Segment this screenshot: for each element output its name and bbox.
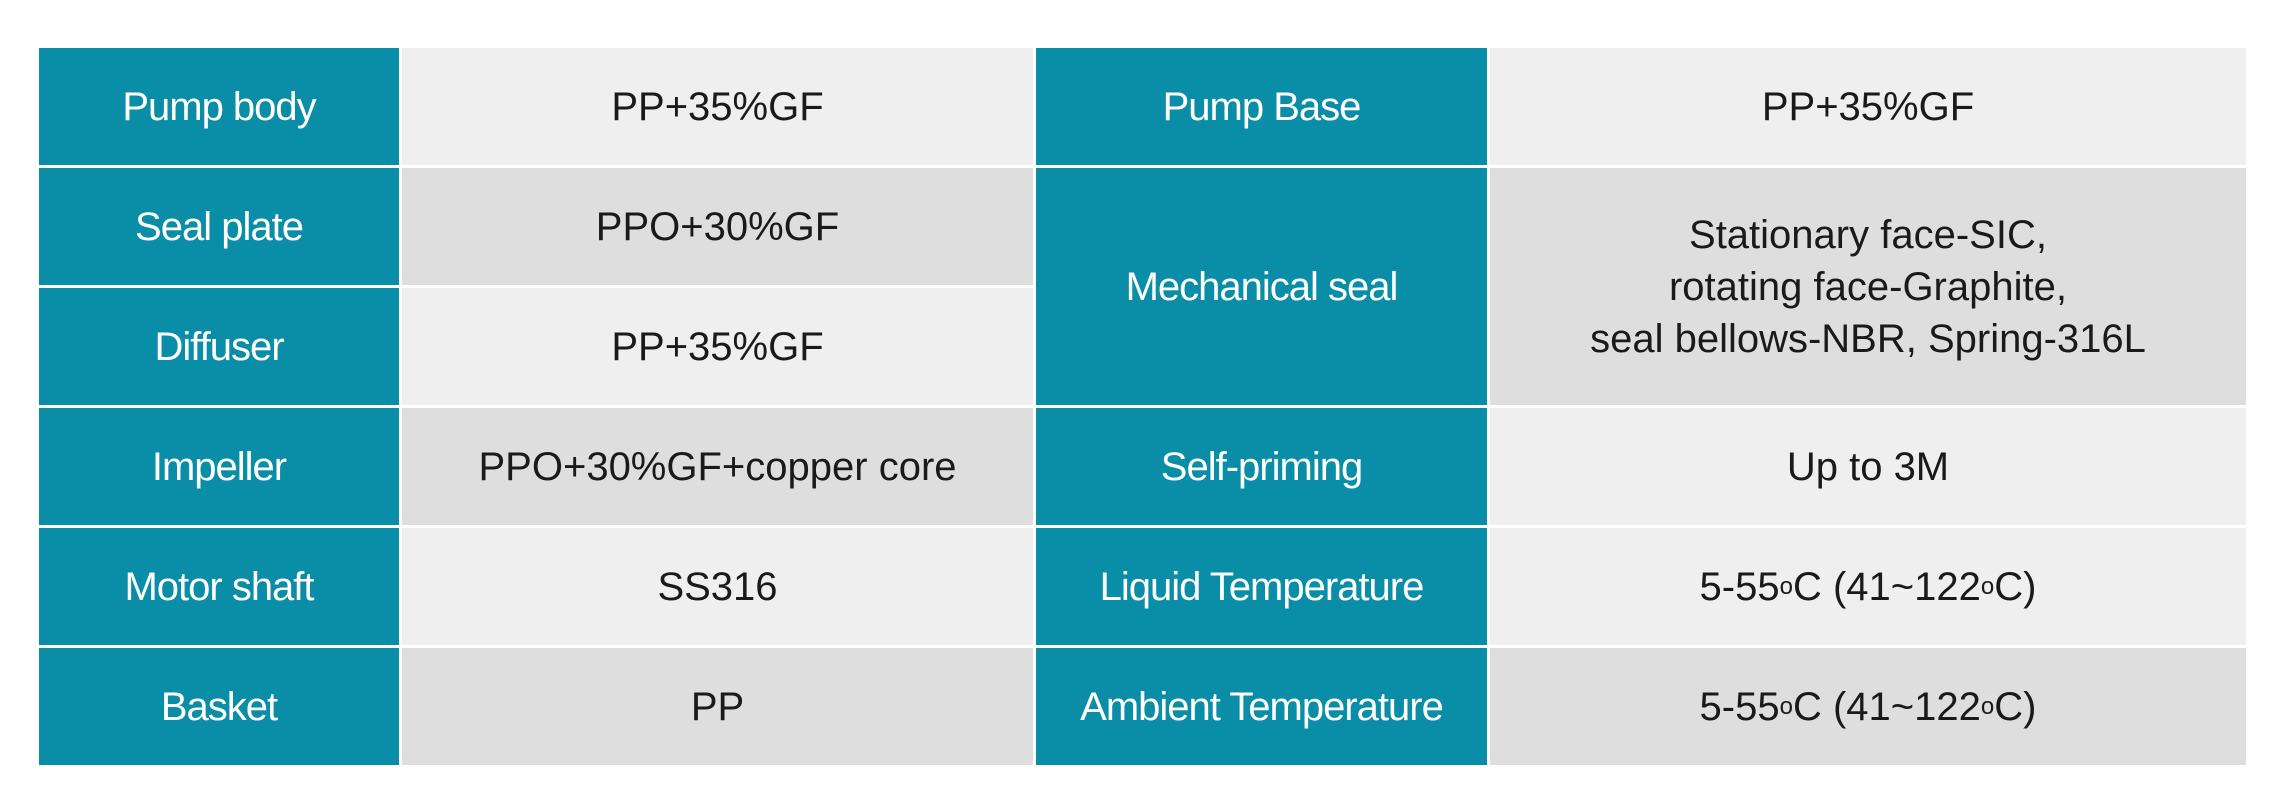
row-value: PPO+30%GF [402,168,1033,285]
row-label: Self-priming [1036,408,1487,525]
row-label: Ambient Temperature [1036,648,1487,765]
row-label: Basket [39,648,399,765]
value-lines: Stationary face-SIC, rotating face-Graph… [1590,209,2146,365]
text: C (41~122 [1792,684,1981,729]
text: 5-55 [1699,684,1780,729]
row-label: Pump Base [1036,48,1487,165]
row-value: 5-55 o C (41~122 o C) [1490,528,2246,645]
row-label: Seal plate [39,168,399,285]
value-line: Stationary face-SIC, [1689,212,2047,257]
row-value: PP+35%GF [402,48,1033,165]
text: C (41~122 [1792,564,1981,609]
row-value: PPO+30%GF+copper core [402,408,1033,525]
row-value: SS316 [402,528,1033,645]
value-line: rotating face-Graphite, [1668,264,2067,309]
row-value: PP [402,648,1033,765]
row-label: Liquid Temperature [1036,528,1487,645]
value-line: seal bellows-NBR, Spring-316L [1590,316,2146,361]
row-value: PP+35%GF [402,288,1033,405]
text: C) [1994,564,2037,609]
row-label: Impeller [39,408,399,525]
row-label: Motor shaft [39,528,399,645]
row-label: Mechanical seal [1036,168,1487,405]
text: C) [1994,684,2037,729]
text: 5-55 [1699,564,1780,609]
row-value: 5-55 o C (41~122 o C) [1490,648,2246,765]
row-value: Stationary face-SIC, rotating face-Graph… [1490,168,2246,405]
row-value: PP+35%GF [1490,48,2246,165]
row-value: Up to 3M [1490,408,2246,525]
spec-table: Pump body PP+35%GF Pump Base PP+35%GF Se… [39,48,2246,765]
row-label: Diffuser [39,288,399,405]
row-label: Pump body [39,48,399,165]
